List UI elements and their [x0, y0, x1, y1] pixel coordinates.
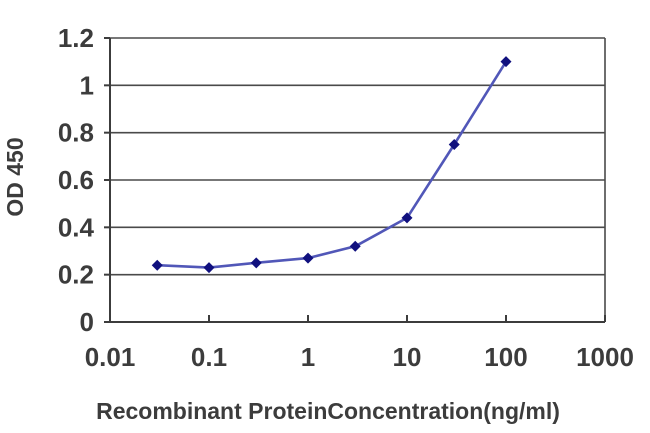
- y-tick-label: 0: [80, 307, 94, 337]
- x-tick-label: 1000: [576, 342, 634, 372]
- y-tick-label: 0.4: [58, 212, 95, 242]
- y-tick-label: 1.2: [58, 23, 94, 53]
- gridlines: [110, 37, 606, 323]
- x-tick-label: 100: [484, 342, 527, 372]
- data-point-marker: [203, 262, 215, 274]
- y-tick-label: 0.8: [58, 118, 94, 148]
- x-axis-title: Recombinant ProteinConcentration(ng/ml): [96, 398, 560, 424]
- y-axis-title: OD 450: [2, 137, 28, 216]
- data-point-marker: [302, 252, 314, 264]
- tick-labels: 0.01 0.1 1 10 100 1000 0 0.2 0.4 0.6 0.8 1 1.2: [58, 23, 634, 372]
- x-tick-label: 10: [393, 342, 422, 372]
- data-series: [151, 56, 512, 274]
- axes: [104, 37, 606, 323]
- y-tick-label: 1: [80, 70, 94, 100]
- x-tick-label: 0.01: [85, 342, 136, 372]
- data-point-marker: [401, 212, 413, 224]
- x-tick-label: 0.1: [191, 342, 227, 372]
- data-point-marker: [250, 257, 262, 269]
- y-tick-label: 0.6: [58, 165, 94, 195]
- x-tick-label: 1: [301, 342, 315, 372]
- data-point-marker: [448, 139, 460, 150]
- data-point-marker: [151, 259, 163, 271]
- y-tick-label: 0.2: [58, 260, 94, 290]
- data-point-marker: [500, 56, 512, 68]
- series-line: [155, 60, 508, 269]
- data-point-marker: [349, 240, 361, 252]
